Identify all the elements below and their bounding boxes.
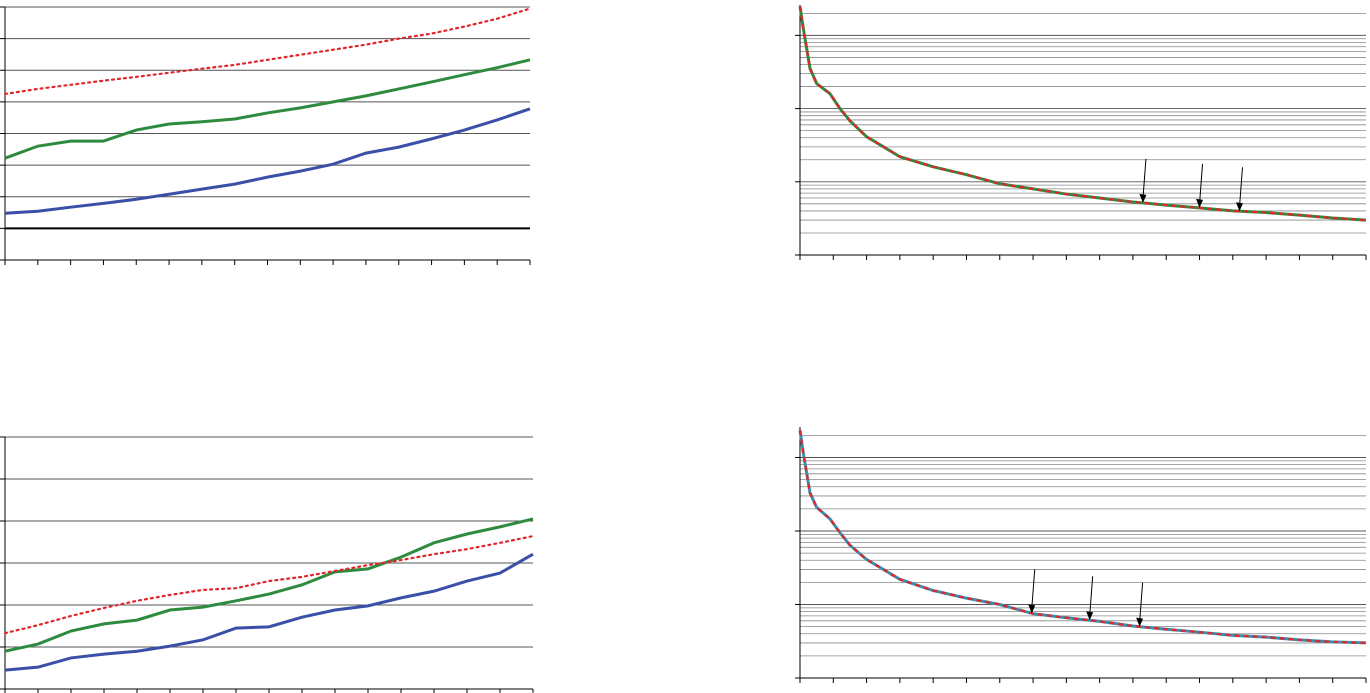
annotation-arrow <box>1238 167 1243 208</box>
annotation-arrow <box>1031 569 1036 610</box>
arrow-head <box>1196 198 1204 208</box>
arrow-head <box>1028 604 1036 614</box>
series-line <box>4 517 534 653</box>
series-line <box>798 6 1367 222</box>
annotation-arrow <box>1089 576 1094 617</box>
series-line <box>798 430 1367 645</box>
series-line <box>3 7 532 96</box>
arrow-head <box>1136 617 1144 627</box>
arrow-head <box>1235 202 1243 212</box>
series-line <box>4 58 531 160</box>
series-line <box>4 107 531 215</box>
arrow-head <box>1139 193 1147 203</box>
annotation-arrow <box>1199 163 1204 204</box>
series-line <box>4 552 534 672</box>
series-line <box>3 535 535 635</box>
annotation-arrow <box>1139 582 1144 623</box>
series-line <box>798 430 1367 645</box>
annotation-arrow <box>1142 158 1147 199</box>
arrow-head <box>1086 611 1094 621</box>
